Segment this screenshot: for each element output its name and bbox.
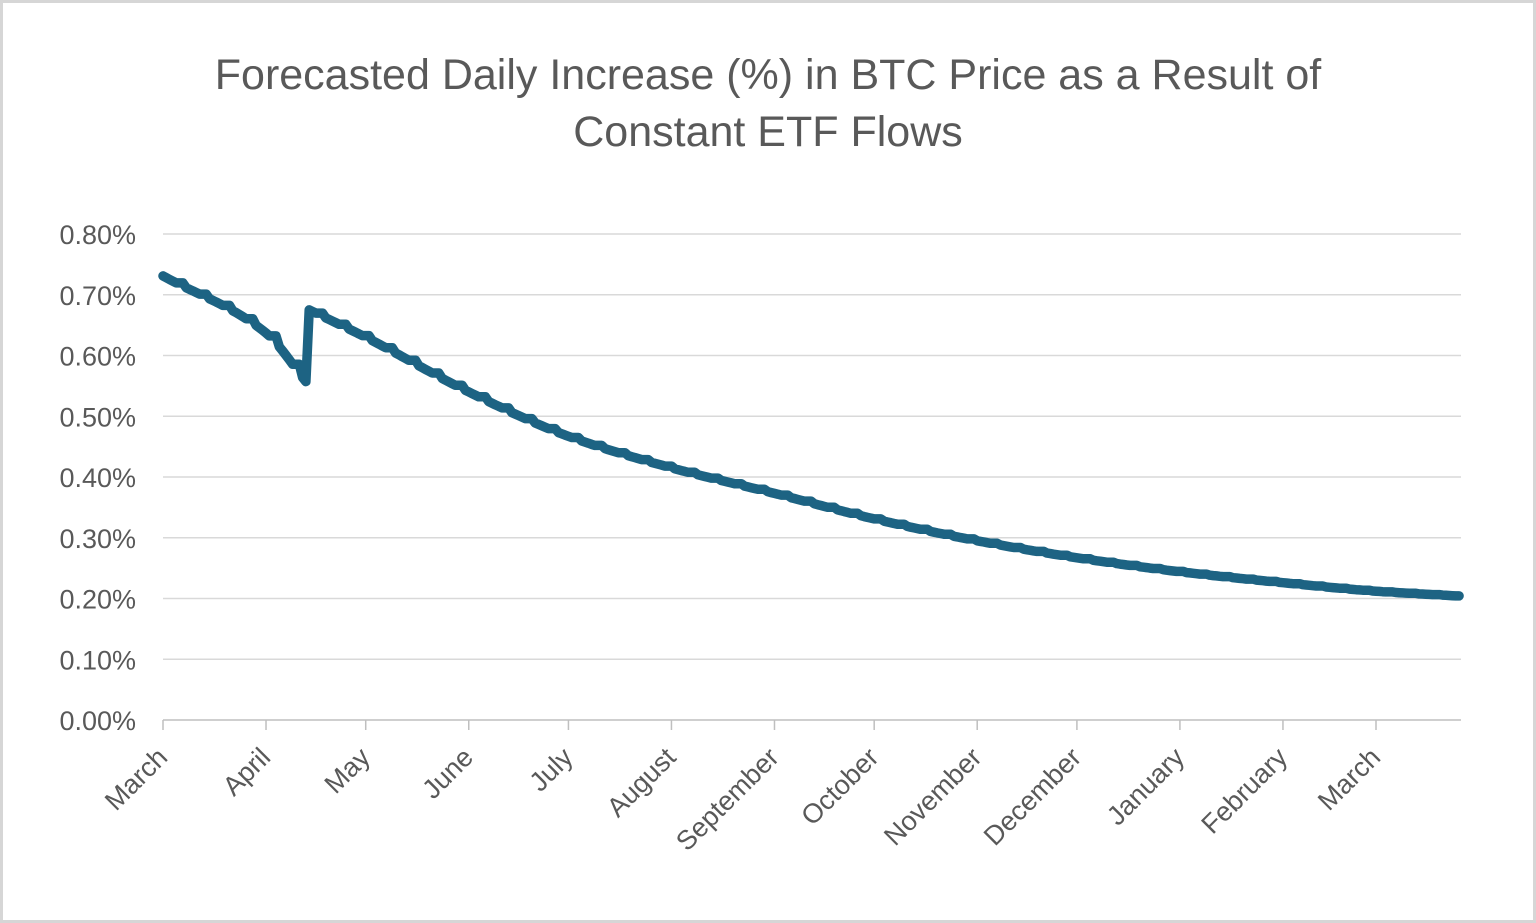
x-axis-label-march-0: March [99, 742, 173, 816]
y-axis-label: 0.30% [59, 524, 136, 554]
plot-area: 0.00% 0.10% 0.20% 0.30% 0.40% 0.50% 0.60% 0.70%… [59, 220, 1464, 857]
y-axis-label: 0.50% [59, 402, 136, 432]
y-axis-label: 0.80% [59, 220, 136, 250]
x-axis-label-april-1: April [217, 742, 276, 801]
x-axis-label-december-9: December [978, 742, 1087, 851]
chart-title: Forecasted Daily Increase (%) in BTC Pri… [214, 51, 1322, 156]
x-axis-label-october-7: October [795, 742, 884, 831]
y-axis-label: 0.20% [59, 585, 136, 615]
y-axis-label: 0.70% [59, 281, 136, 311]
y-axis-label: 0.60% [59, 342, 136, 372]
x-axis-label-march-12: March [1312, 742, 1386, 816]
x-axis-label-february-11: February [1196, 742, 1294, 840]
x-axis-label-august-5: August [601, 742, 682, 823]
x-axis-label-may-2: May [319, 742, 377, 800]
x-axis-label-november-8: November [878, 742, 987, 851]
y-axis-label: 0.40% [59, 463, 136, 493]
forecast-line-series [158, 271, 1464, 601]
y-axis-label: 0.00% [59, 706, 136, 736]
x-axis-label-july-4: July [524, 742, 580, 798]
x-axis-label-june-3: June [416, 742, 479, 805]
x-axis-label-january-10: January [1101, 742, 1190, 831]
y-axis-label: 0.10% [59, 645, 136, 675]
x-axis-label-september-6: September [670, 742, 785, 857]
